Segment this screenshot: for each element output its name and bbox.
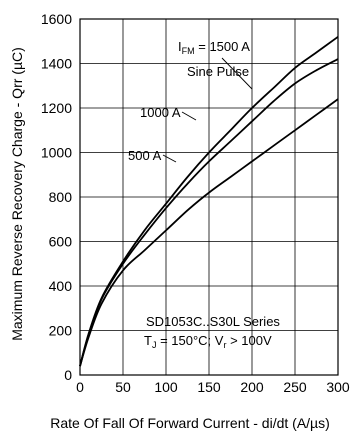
- y-tick-label: 400: [49, 278, 73, 294]
- x-tick-label: 50: [115, 379, 131, 395]
- y-tick-label: 600: [49, 234, 73, 250]
- x-tick-label: 100: [154, 379, 178, 395]
- y-axis-label: Maximum Reverse Recovery Charge - Qrr (µ…: [9, 47, 25, 341]
- x-axis-label: Rate Of Fall Of Forward Current - di/dt …: [50, 415, 330, 431]
- x-tick-label: 150: [197, 379, 221, 395]
- y-tick-label: 1400: [41, 56, 72, 72]
- series-layer: [79, 36, 339, 367]
- y-tick-label: 1600: [41, 11, 72, 27]
- x-tick-label: 300: [326, 379, 350, 395]
- label-1500a: IFM = 1500 A: [178, 39, 250, 56]
- x-tick-label: 250: [283, 379, 307, 395]
- y-tick-label: 1000: [41, 145, 72, 161]
- leader-500a: [162, 154, 177, 163]
- label-1000a: 1000 A: [140, 105, 181, 120]
- leader-1000a: [181, 111, 197, 121]
- conditions-series: SD1053C..S30L Series: [146, 314, 280, 329]
- tick-labels: 0 50 100 150 200 250 300 0 200 400 600 800 1000 1200 1…: [41, 11, 350, 395]
- plot-frame: [79, 18, 339, 376]
- series-line-500a: [79, 98, 339, 367]
- conditions-tj-vr: TJ = 150°C; Vr > 100V: [144, 333, 272, 350]
- y-tick-label: 1200: [41, 100, 72, 116]
- waveform-label: Sine Pulse: [187, 64, 249, 79]
- y-tick-label: 200: [49, 323, 73, 339]
- leader-1500a: [221, 57, 253, 90]
- label-500a: 500 A: [128, 148, 162, 163]
- x-tick-label: 200: [240, 379, 264, 395]
- grid: [80, 19, 338, 375]
- y-tick-label: 0: [64, 367, 72, 383]
- series-line-1500a: [79, 36, 339, 367]
- x-tick-label: 0: [76, 379, 84, 395]
- y-tick-label: 800: [49, 189, 73, 205]
